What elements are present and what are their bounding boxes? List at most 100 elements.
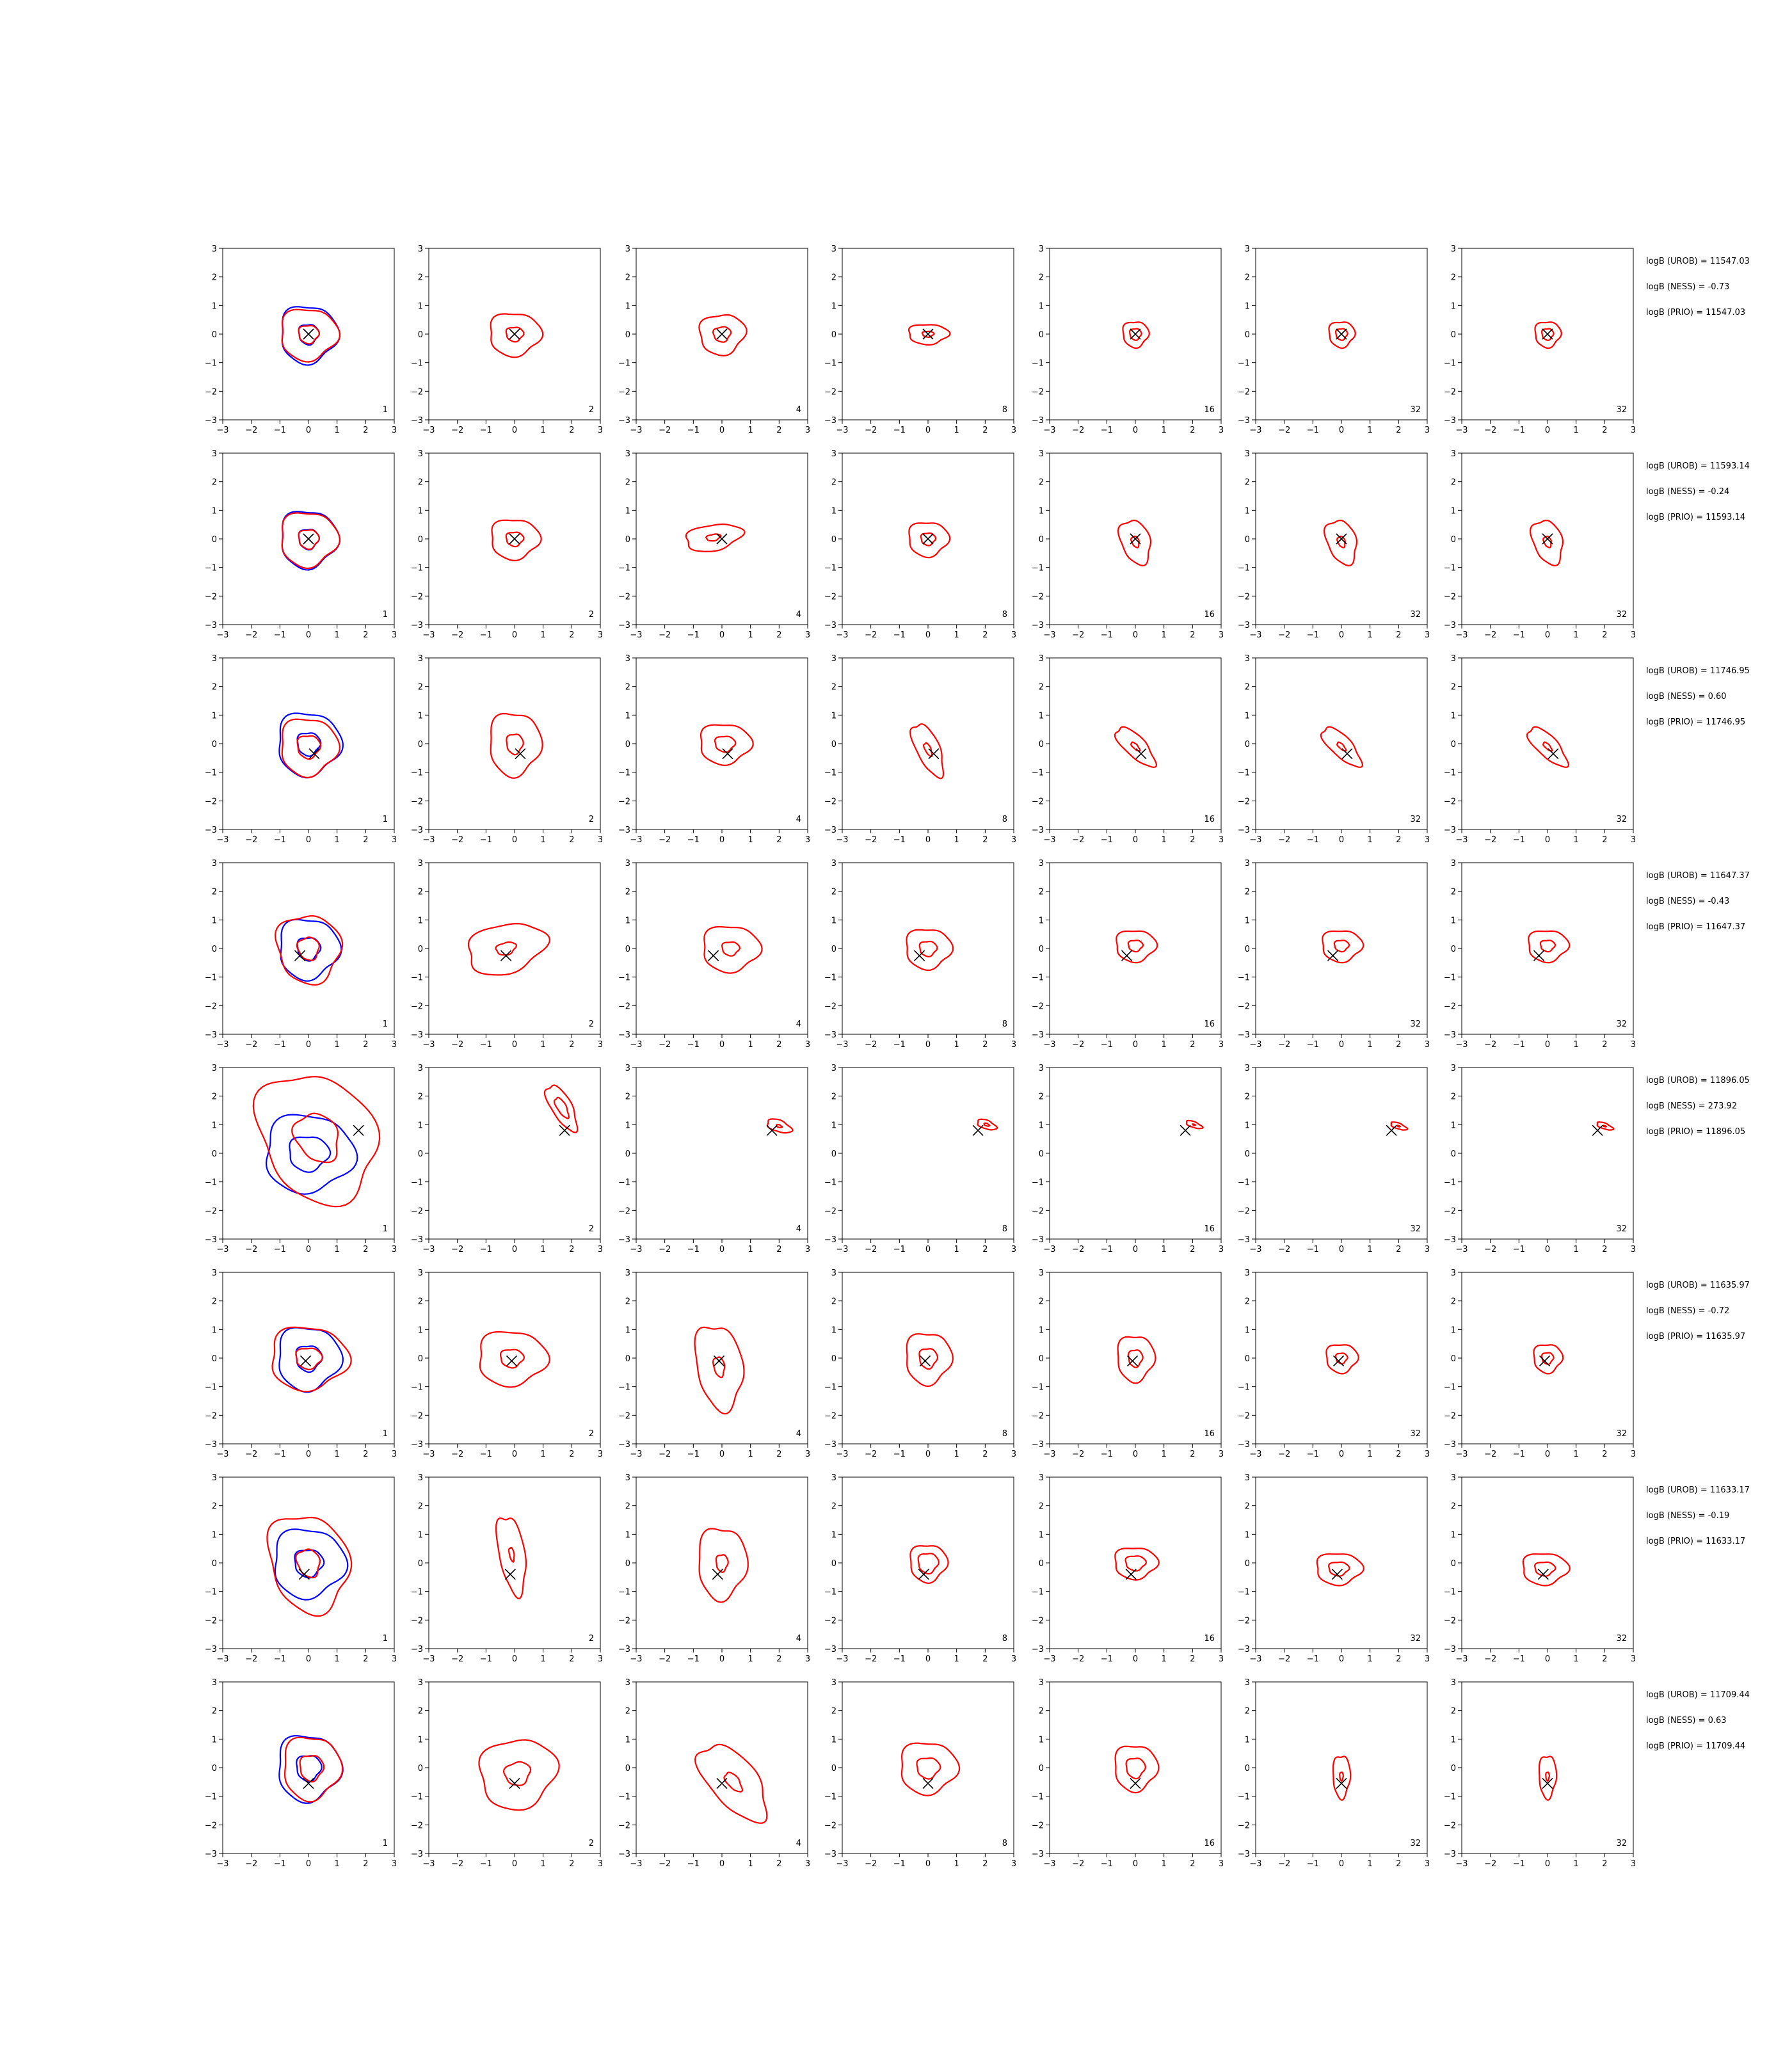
panel-column-label: 32 xyxy=(1616,815,1627,824)
x-tick-label: 1 xyxy=(748,1654,753,1664)
x-tick-label: −1 xyxy=(480,1654,492,1664)
x-tick-label: −2 xyxy=(659,1040,671,1050)
y-tick-label: 1 xyxy=(212,1735,217,1745)
axes-frame xyxy=(1255,1681,1428,1854)
panel-r6-c2: −3−3 −2 −2 −1 −1 0 0 1 1 2 2 3 3 2 xyxy=(411,1268,603,1459)
y-tick-label: −2 xyxy=(205,797,217,806)
y-tick-label: 3 xyxy=(625,244,630,254)
y-tick-label: 0 xyxy=(1039,1559,1044,1569)
x-tick-label: 2 xyxy=(982,426,988,435)
contour-inner xyxy=(916,1757,941,1780)
contour-inner xyxy=(721,941,740,957)
y-tick-label: −3 xyxy=(1238,826,1250,835)
y-tick-label: −1 xyxy=(1444,359,1456,369)
x-tick-label: 1 xyxy=(1368,1040,1373,1050)
x-tick-label: 1 xyxy=(335,426,340,435)
y-tick-label: 0 xyxy=(418,1149,423,1159)
x-tick-label: −3 xyxy=(630,1859,642,1869)
panel-column-label: 1 xyxy=(383,1634,388,1644)
panel-column-label: 4 xyxy=(796,1224,801,1234)
panel-r4-c7: −3−3 −2 −2 −1 −1 0 0 1 1 2 2 3 3 32 xyxy=(1444,859,1636,1050)
y-tick-label: 3 xyxy=(1451,859,1456,868)
y-tick-label: 3 xyxy=(418,654,423,664)
y-tick-label: 3 xyxy=(418,1678,423,1688)
y-tick-label: 3 xyxy=(625,1064,630,1073)
contour-inner xyxy=(723,1772,743,1793)
y-tick-label: 1 xyxy=(625,916,630,925)
y-tick-label: 2 xyxy=(625,273,630,283)
y-tick-label: −2 xyxy=(1032,797,1044,806)
contour-outer xyxy=(1322,930,1364,964)
x-tick-label: 3 xyxy=(1631,1859,1636,1869)
y-tick-label: 0 xyxy=(1451,330,1456,340)
y-tick-label: 0 xyxy=(625,1559,630,1569)
x-tick-label: 3 xyxy=(1011,1040,1016,1050)
contour-outer xyxy=(1522,1553,1571,1587)
y-tick-label: 3 xyxy=(212,1678,217,1688)
x-tick-label: 1 xyxy=(1574,1654,1579,1664)
x-tick-label: −2 xyxy=(865,1245,877,1254)
y-tick-label: 1 xyxy=(1039,916,1044,925)
contour-outer xyxy=(281,718,341,779)
panel-r3-c3: −3−3 −2 −2 −1 −1 0 0 1 1 2 2 3 3 4 xyxy=(618,654,810,845)
panel-column-label: 16 xyxy=(1204,1020,1215,1029)
x-tick-label: −1 xyxy=(1513,1245,1525,1254)
y-tick-label: 3 xyxy=(1039,244,1044,254)
x-tick-label: −3 xyxy=(1043,1040,1055,1050)
x-tick-label: 1 xyxy=(335,1450,340,1459)
x-tick-label: 3 xyxy=(1425,630,1430,640)
x-tick-label: −1 xyxy=(1101,1040,1113,1050)
x-tick-label: −2 xyxy=(451,1654,463,1664)
x-tick-label: 3 xyxy=(1011,1245,1016,1254)
true-value-marker xyxy=(1336,328,1347,340)
x-tick-label: −3 xyxy=(836,1654,848,1664)
logb-annotation: logB (NESS) = -0.72 xyxy=(1646,1306,1729,1316)
x-tick-label: 1 xyxy=(335,630,340,640)
x-tick-label: 3 xyxy=(1011,835,1016,845)
y-tick-label: −3 xyxy=(1444,826,1456,835)
contour-inner xyxy=(1336,535,1346,548)
contour-outer xyxy=(252,1076,381,1208)
y-tick-label: −3 xyxy=(618,1030,630,1040)
panel-r1-c4: −3−3 −2 −2 −1 −1 0 0 1 1 2 2 3 3 8 xyxy=(824,244,1016,435)
x-tick-label: −1 xyxy=(1513,835,1525,845)
x-tick-label: −2 xyxy=(1278,1654,1290,1664)
y-tick-label: −2 xyxy=(1238,1616,1250,1626)
x-tick-label: −2 xyxy=(865,630,877,640)
x-tick-label: −1 xyxy=(687,1654,700,1664)
y-tick-label: 0 xyxy=(1245,1149,1250,1159)
y-tick-label: 1 xyxy=(1451,506,1456,516)
contour-outer xyxy=(1116,930,1158,964)
contour-outer xyxy=(1325,1344,1359,1375)
y-tick-label: −1 xyxy=(618,359,630,369)
x-tick-label: 1 xyxy=(748,1450,753,1459)
contour-inner xyxy=(505,326,525,343)
y-tick-label: 1 xyxy=(831,916,836,925)
y-tick-label: 2 xyxy=(212,478,217,488)
y-tick-label: −2 xyxy=(1032,1206,1044,1216)
y-tick-label: 3 xyxy=(1451,1268,1456,1278)
x-tick-label: −2 xyxy=(1072,630,1084,640)
contour-inner xyxy=(1533,1561,1556,1577)
x-tick-label: 0 xyxy=(719,1450,724,1459)
x-tick-label: 2 xyxy=(1190,835,1195,845)
y-tick-label: 0 xyxy=(1245,1559,1250,1569)
y-tick-label: 0 xyxy=(831,1149,836,1159)
y-tick-label: −3 xyxy=(1032,1235,1044,1245)
y-tick-label: −2 xyxy=(824,387,836,397)
panel-r6-c1: −3−3 −2 −2 −1 −1 0 0 1 1 2 2 3 3 1 xyxy=(205,1268,397,1459)
panel-column-label: 2 xyxy=(589,1839,594,1848)
x-tick-label: 0 xyxy=(306,1245,311,1254)
x-tick-label: −3 xyxy=(422,1245,435,1254)
axes-frame xyxy=(636,1681,808,1854)
contour-inner xyxy=(295,1347,323,1370)
panel-column-label: 2 xyxy=(589,815,594,824)
y-tick-label: −2 xyxy=(411,797,423,806)
contour-outer xyxy=(977,1118,998,1131)
y-tick-label: −2 xyxy=(824,1616,836,1626)
true-value-marker xyxy=(1386,1124,1397,1136)
x-tick-label: −2 xyxy=(1278,1040,1290,1050)
panel-column-label: 1 xyxy=(383,405,388,415)
y-tick-label: 3 xyxy=(1245,1064,1250,1073)
